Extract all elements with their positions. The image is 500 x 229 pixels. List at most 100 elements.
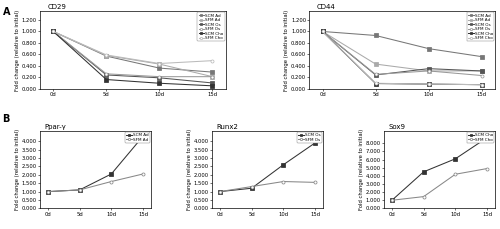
SFM Os [50,30,56,33]
SFM Ad [372,63,378,65]
Line: SFM Os: SFM Os [52,30,214,78]
Line: SFM Cho: SFM Cho [321,30,484,86]
SFM Ad [156,63,162,65]
SFM Os [217,190,223,193]
Y-axis label: Fold change (relative to initial): Fold change (relative to initial) [358,129,364,210]
SFM Os [312,181,318,184]
SFM Cho [452,173,458,176]
Text: CD44: CD44 [316,4,336,10]
Line: SFM Cho: SFM Cho [52,30,214,65]
SFM Os [478,74,484,77]
SFM Os [320,30,326,33]
SFM Ad [50,30,56,33]
SCM Cho [50,30,56,33]
SCM Cho [478,83,484,86]
Text: Ppar-γ: Ppar-γ [44,124,66,130]
SFM Cho [372,82,378,85]
SFM Os [104,72,110,75]
SFM Cho [50,30,56,33]
SCM Cho [156,82,162,85]
SCM Ad [45,190,51,193]
Y-axis label: Fold change (relative to initial): Fold change (relative to initial) [186,129,192,210]
SCM Cho [320,30,326,33]
Line: SCM Os: SCM Os [321,30,484,76]
SCM Cho [372,82,378,85]
SCM Os [426,67,432,70]
SCM Os [210,82,216,84]
SFM Os [372,73,378,76]
Line: SFM Cho: SFM Cho [390,167,488,202]
SCM Os [156,76,162,79]
SCM Ad [372,34,378,37]
SCM Cho [104,78,110,81]
SCM Ad [426,47,432,50]
SCM Ad [320,30,326,33]
Line: SCM Os: SCM Os [52,30,214,85]
SFM Os [156,75,162,78]
Text: CD29: CD29 [48,4,66,10]
SFM Ad [478,70,484,72]
Line: SCM Os: SCM Os [218,141,316,193]
Line: SFM Os: SFM Os [218,180,316,193]
SFM Cho [210,59,216,62]
SFM Ad [140,173,146,175]
SCM Os [478,70,484,72]
SCM Os [248,187,254,190]
Y-axis label: Fold change (relative to initial): Fold change (relative to initial) [14,9,20,91]
SFM Ad [426,70,432,72]
SCM Ad [478,55,484,58]
Line: SCM Ad: SCM Ad [52,30,214,74]
Line: SCM Cho: SCM Cho [52,30,214,87]
SFM Os [210,75,216,78]
SFM Ad [104,54,110,57]
Legend: SCM Ad, SFM Ad: SCM Ad, SFM Ad [125,132,150,143]
SCM Ad [156,67,162,69]
SFM Ad [320,30,326,33]
SCM Ad [108,173,114,175]
Line: SFM Ad: SFM Ad [52,30,214,78]
Y-axis label: Fold change (relative to initial): Fold change (relative to initial) [284,9,289,91]
SCM Cho [452,157,458,160]
Text: Sox9: Sox9 [388,124,406,130]
SCM Ad [50,30,56,33]
SFM Ad [108,180,114,183]
SFM Cho [484,167,490,170]
SFM Os [280,180,286,183]
Line: SCM Cho: SCM Cho [390,136,488,202]
Line: SFM Ad: SFM Ad [46,172,144,193]
Line: SCM Ad: SCM Ad [46,135,144,193]
Line: SCM Ad: SCM Ad [321,30,484,58]
Y-axis label: Fold change (relative to initial): Fold change (relative to initial) [14,129,20,210]
SFM Cho [320,30,326,33]
Text: B: B [2,114,10,125]
SFM Ad [45,190,51,193]
Line: SFM Os: SFM Os [321,30,484,77]
SFM Cho [389,199,395,202]
SFM Cho [156,62,162,65]
Line: SCM Cho: SCM Cho [321,30,484,86]
SCM Cho [484,136,490,139]
SFM Cho [420,195,426,198]
Text: Runx2: Runx2 [216,124,238,130]
SCM Os [280,163,286,166]
Legend: SCM Cho, SFM Cho: SCM Cho, SFM Cho [466,132,494,143]
Legend: SCM Ad, SFM Ad, SCM Os, SFM Os, SCM Cho, SFM Cho: SCM Ad, SFM Ad, SCM Os, SFM Os, SCM Cho,… [198,12,225,41]
SCM Os [50,30,56,33]
SFM Ad [210,75,216,78]
SCM Os [312,142,318,144]
SCM Ad [140,135,146,138]
SCM Os [104,74,110,76]
SCM Cho [389,199,395,202]
SCM Cho [210,85,216,87]
SFM Cho [104,54,110,56]
SCM Os [320,30,326,33]
SCM Os [372,74,378,76]
SCM Cho [426,83,432,85]
SCM Os [217,190,223,193]
SFM Ad [76,188,82,191]
SCM Ad [76,188,82,191]
Legend: SCM Ad, SFM Ad, SCM Os, SFM Os, SCM Cho, SFM Cho: SCM Ad, SFM Ad, SCM Os, SFM Os, SCM Cho,… [466,12,494,41]
Line: SFM Ad: SFM Ad [321,30,484,72]
SCM Ad [104,55,110,57]
SCM Cho [420,170,426,173]
